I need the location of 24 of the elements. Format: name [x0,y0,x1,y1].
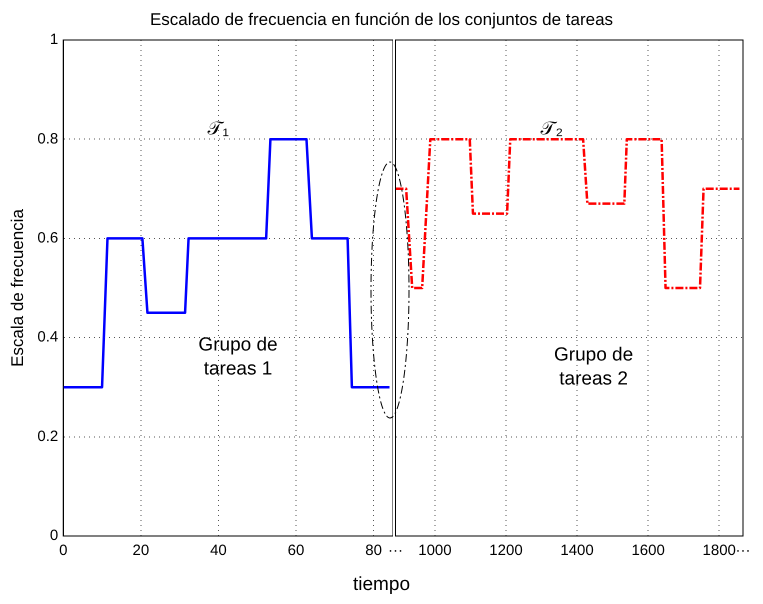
x-tick-label: 1800 [702,542,736,560]
x-tick-label: 1200 [489,542,523,560]
x-tick-label: 80 [365,542,382,560]
x-tick-label: 20 [132,542,150,560]
x-tick-label: 1600 [631,542,665,560]
x-tick-label: ··· [736,542,750,560]
y-tick-label: 0.4 [37,328,58,346]
y-tick-label: 1 [50,31,58,48]
annotation: Grupo de tareas 1 [198,334,278,380]
annotation: 𝒯₂ [540,118,564,140]
x-tick-label: ··· [388,542,403,560]
x-tick-label: 60 [288,542,304,560]
y-tick-label: 0.6 [37,230,58,247]
x-tick-label: 40 [210,542,227,560]
chart-title: Escalado de frecuencia en función de los conjuntos de tareas [148,10,614,30]
x-tick-label: 1000 [418,542,452,560]
x-axis-title: tiempo [352,574,412,596]
y-tick-label: 0 [50,527,58,544]
x-tick-label: 1400 [560,542,594,560]
annotation: Grupo de tareas 2 [554,344,634,390]
y-tick-label: 0.2 [37,428,58,445]
y-axis-title: Escala de frecuencia [8,208,27,367]
y-tick-label: 0.8 [37,130,58,148]
annotation: 𝒯₁ [208,118,229,140]
